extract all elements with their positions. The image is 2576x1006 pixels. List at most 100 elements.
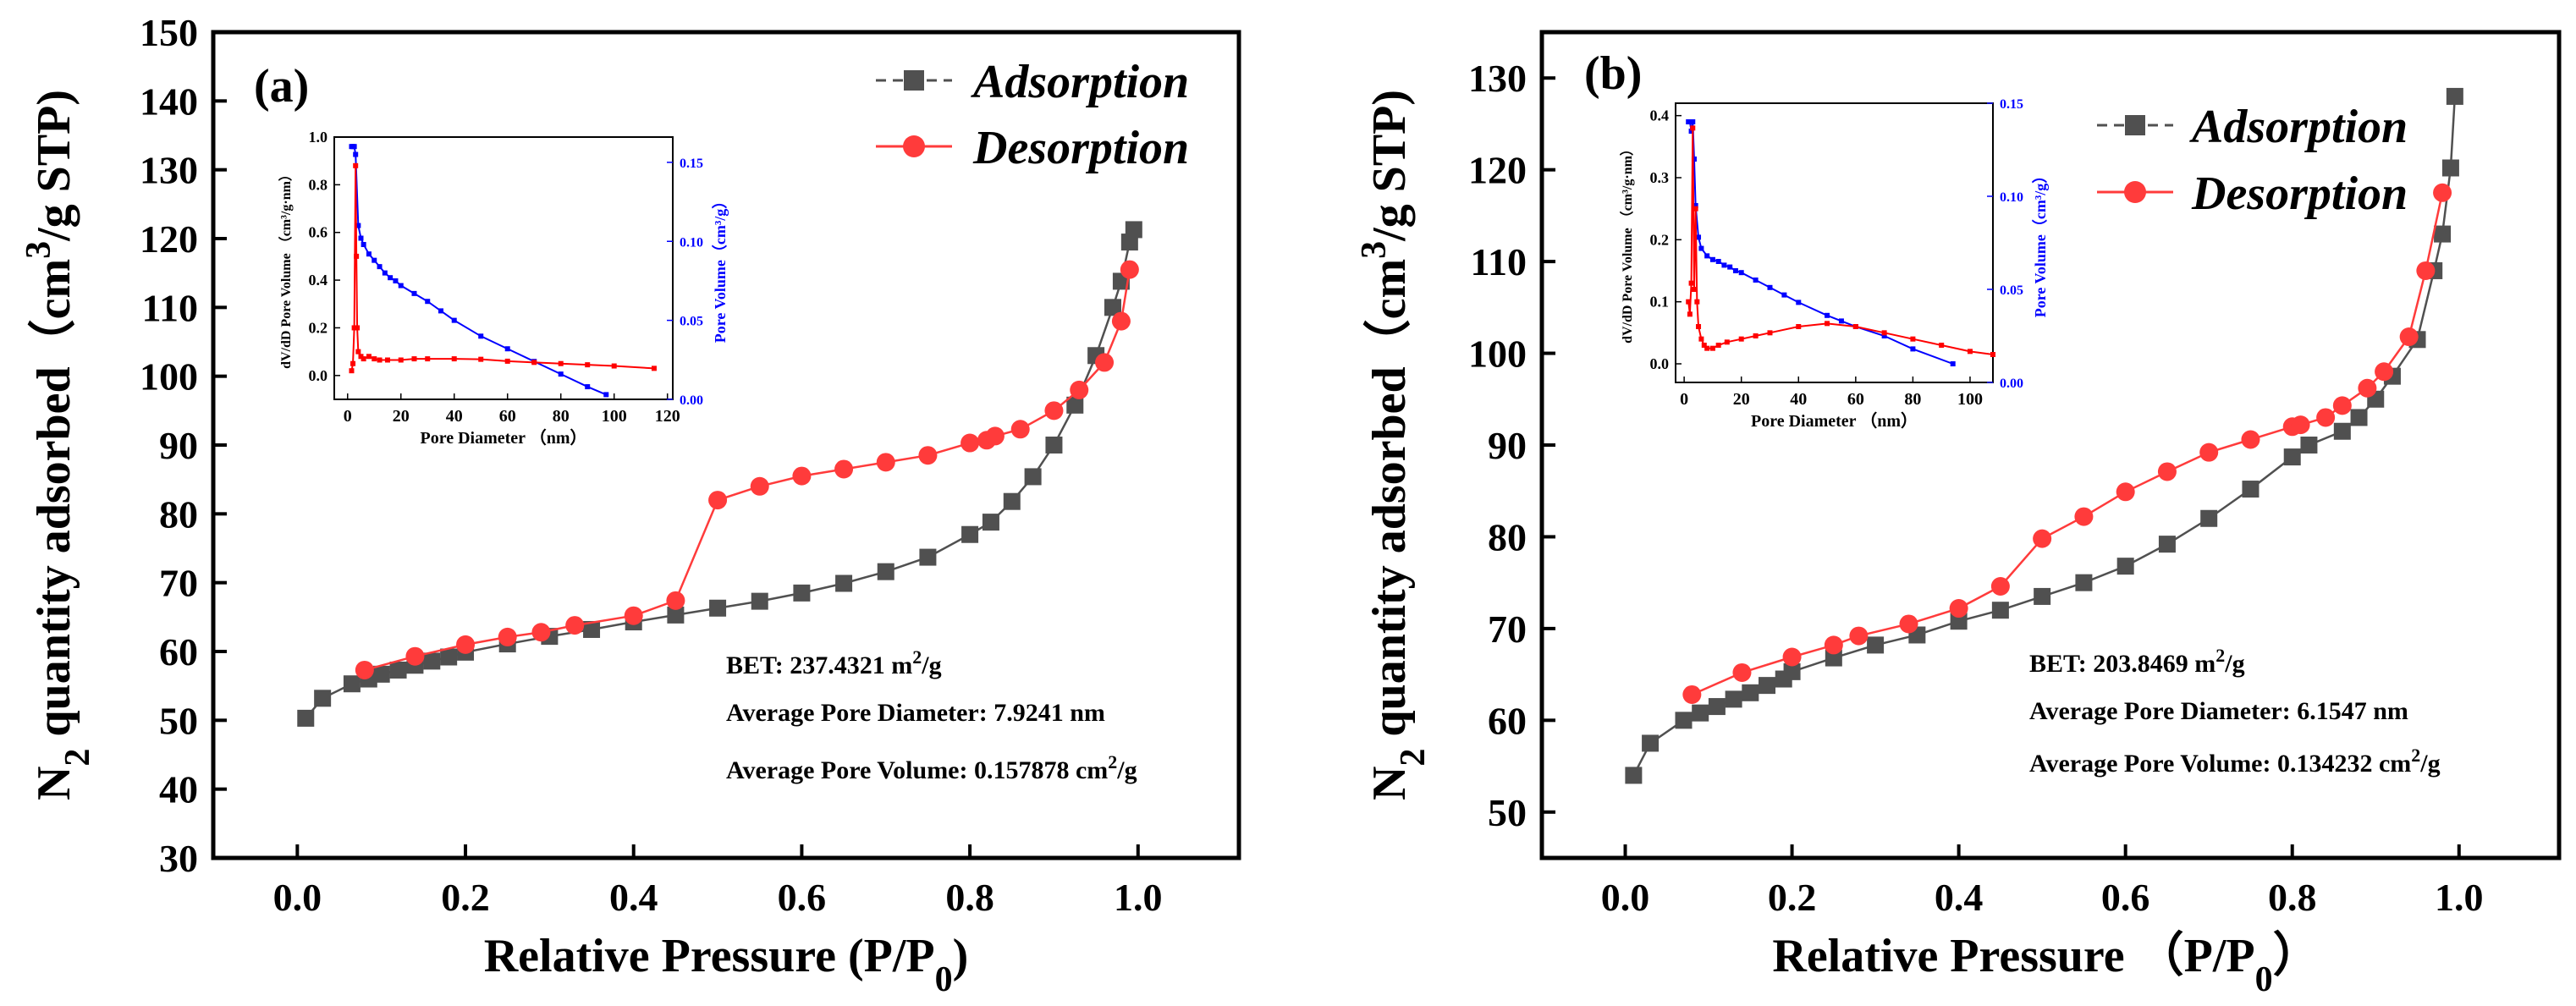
inset-pore-volume-point (1693, 203, 1698, 208)
inset-y-right-tick-label: 0.10 (2000, 190, 2023, 205)
inset-y-right-tick-label: 0.15 (680, 157, 703, 171)
x-tick-label: 1.0 (1114, 876, 1163, 919)
inset-pore-volume-point (393, 278, 399, 283)
y-axis-label-sup: 3 (19, 241, 58, 259)
inset-dvdd-line (350, 165, 655, 371)
desorption-point (666, 591, 685, 610)
inset-pore-volume-point (1838, 318, 1844, 324)
adsorption-point (1066, 396, 1084, 414)
inset-pore-volume-point (372, 257, 377, 263)
inset-x-tick-label: 20 (1733, 390, 1750, 409)
annotation-bet-label: BET: 237.4321 m (726, 651, 912, 679)
x-tick-label: 0.0 (273, 876, 322, 919)
inset-x-axis-label: Pore Diameter （nm） (1751, 411, 1918, 431)
inset-pore-volume-point (1781, 292, 1787, 298)
adsorption-point (1783, 662, 1801, 680)
y-tick-label: 100 (140, 355, 198, 399)
desorption-point (1044, 401, 1064, 421)
adsorption-point (2034, 587, 2051, 605)
inset-y-right-axis-label: Pore Volume（cm³/g） (712, 194, 729, 344)
legend: Adsorption Desorption (2097, 101, 2408, 220)
inset-dvdd-point (1690, 125, 1696, 131)
inset-dvdd-point (1687, 311, 1693, 317)
inset-pore-volume-point (1690, 119, 1696, 124)
adsorption-point (982, 514, 999, 531)
chart-panel-b: 50 60 70 80 90 100 110 120 130 0.0 0.2 0.4 0.6 0.8 1.0… (1355, 30, 2562, 999)
inset-pore-volume-point (1732, 268, 1738, 273)
annotation-diameter: Average Pore Diameter: 6.1547 nm (2029, 697, 2408, 725)
inset-dvdd-point (531, 360, 537, 366)
inset-y-right-tick-label: 0.05 (680, 315, 703, 329)
inset-dvdd-point (1767, 330, 1773, 336)
inset-pore-volume-point (1715, 259, 1721, 264)
inset-y-left-tick-label: 0.0 (309, 367, 328, 384)
inset-dvdd-point (1724, 339, 1730, 345)
inset-chart: 0 20 40 60 80 100 120 0.0 0.2 0.4 0.6 0.8 1.0 0.00 0.0… (278, 129, 729, 448)
x-tick-label: 1.0 (2435, 876, 2484, 919)
inset-x-tick-label: 0 (1680, 390, 1688, 409)
inset-x-tick-label: 40 (446, 407, 463, 426)
y-axis-label-mid: quantity adsorbed（cm (1362, 259, 1416, 749)
inset-pore-volume-point (1738, 270, 1744, 276)
x-tick-label: 0.6 (778, 876, 827, 919)
x-tick-label: 0.2 (441, 876, 490, 919)
adsorption-point (961, 525, 979, 543)
inset-pore-volume-point (1688, 129, 1694, 134)
inset-y-left-axis-label: dV/dD Pore Volume （cm³/g·nm） (1620, 142, 1635, 344)
x-axis-label-tail: ) (953, 930, 969, 982)
inset-pore-volume-point (355, 223, 361, 228)
inset-x-tick-label: 40 (1790, 390, 1807, 409)
adsorption-point (1104, 299, 1121, 316)
inset-pore-volume-point (603, 392, 609, 398)
inset-dvdd-point (384, 357, 390, 363)
x-tick-label: 0.6 (2101, 876, 2150, 919)
adsorption-point (709, 599, 727, 617)
y-axis-label-pre: N (28, 767, 80, 800)
inset-dvdd-point (1701, 343, 1707, 348)
panel-label: (a) (254, 60, 309, 113)
desorption-point (2241, 430, 2260, 449)
x-tick-label: 0.4 (1935, 876, 1984, 919)
y-tick-label: 80 (159, 492, 198, 536)
x-axis-label-main: Relative Pressure （P/P (1772, 929, 2254, 982)
inset-pore-volume-point (585, 384, 591, 390)
y-tick-label: 110 (1471, 240, 1527, 283)
inset-dvdd-point (1738, 336, 1744, 342)
inset-pore-volume-point (353, 151, 359, 157)
desorption-point (1949, 599, 1968, 618)
y-axis-label-mid: quantity adsorbed（cm (27, 259, 80, 749)
legend-adsorption-label: Adsorption (2189, 101, 2408, 153)
adsorption-point (1675, 712, 1693, 729)
adsorption-point (1125, 221, 1142, 239)
annotation-volume: Average Pore Volume: 0.157878 cm2/g (726, 751, 1137, 785)
inset-pore-volume-point (1698, 245, 1704, 251)
inset-dvdd-point (611, 363, 617, 369)
inset-x-tick-label: 100 (1957, 390, 1983, 409)
adsorption-point (1708, 698, 1726, 716)
inset-dvdd-point (478, 356, 484, 362)
inset-dvdd-point (1825, 321, 1830, 327)
inset-dvdd-point (366, 354, 372, 360)
inset-pore-volume-point (1696, 234, 1702, 240)
inset-pore-volume-point (1721, 262, 1727, 268)
inset-x-tick-label: 60 (499, 407, 516, 426)
desorption-point (565, 616, 585, 635)
annotation-volume-sup: 2 (2411, 745, 2420, 766)
desorption-point (1070, 380, 1089, 399)
y-axis-label-sup: 3 (1355, 241, 1394, 259)
x-axis-label-sub: 0 (2255, 960, 2273, 999)
desorption-point (1782, 647, 1802, 667)
adsorption-point (583, 620, 601, 638)
annotation-bet: BET: 237.4321 m2/g (726, 646, 942, 680)
desorption-point (624, 606, 643, 625)
inset-dvdd-point (1967, 349, 1973, 355)
inset-dvdd-point (1691, 287, 1697, 292)
desorption-point (355, 660, 374, 679)
adsorption-point (2242, 481, 2260, 498)
inset-dvdd-point (1753, 333, 1759, 338)
y-tick-label: 120 (1468, 149, 1527, 192)
inset-y-right-tick-label: 0.00 (2000, 377, 2023, 391)
adsorption-point (1742, 684, 1759, 701)
inset-dvdd-point (1796, 324, 1802, 329)
desorption-point (2199, 443, 2219, 462)
